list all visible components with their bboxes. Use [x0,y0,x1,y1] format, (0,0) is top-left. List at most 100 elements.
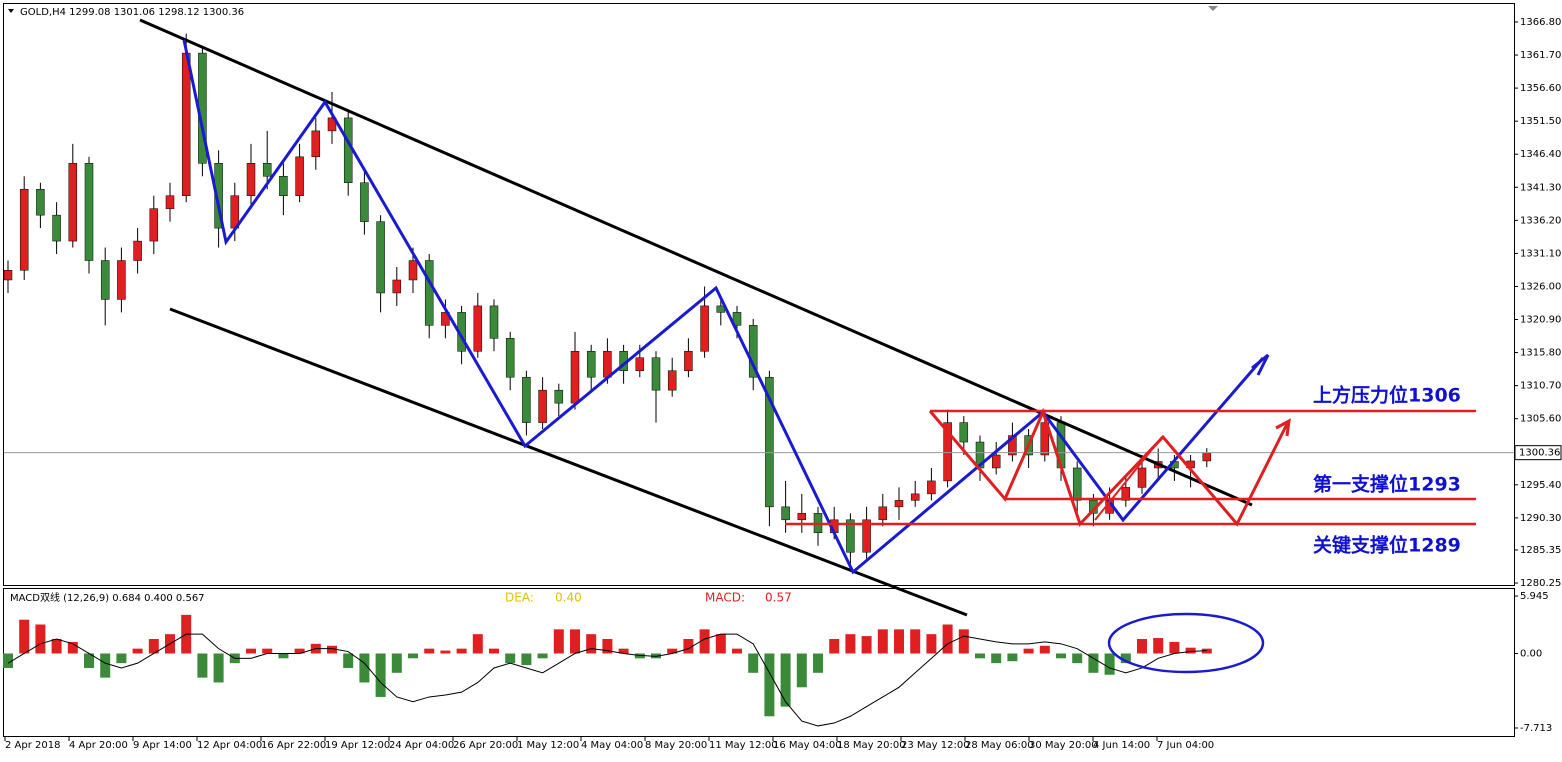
macd-bar [35,624,46,654]
symbol: GOLD,H4 [20,7,66,18]
macd-bar [570,629,580,654]
candle-body [52,214,61,242]
x-tick-label: 16 May 04:00 [773,740,842,751]
macd-bar [472,634,483,654]
candle-body [279,176,288,196]
candle-body [748,325,758,378]
x-tick-label: 11 May 12:00 [709,740,778,751]
macd-bar [537,653,548,659]
dea-label: DEA: [505,591,534,605]
macd-bar [796,653,807,688]
macd-bar [489,648,499,654]
shift-marker [1208,6,1218,11]
macd-bar [424,648,435,654]
candle-body [894,500,904,508]
y-tick-label: 0.00 [1520,648,1542,659]
y-tick-label: 1315.80 [1520,348,1561,359]
x-tick-label: 23 May 12:00 [901,740,970,751]
x-tick-label: 2 Apr 2018 [5,740,60,751]
macd-bar [926,634,937,654]
candle-body [214,163,223,229]
candle-body [100,260,110,300]
macd-bar [1137,638,1147,654]
menu-triangle[interactable] [8,9,14,13]
macd-bar [19,619,30,654]
candle-body [327,117,337,132]
candle-body [84,163,94,261]
y-tick-label: 1290.30 [1520,513,1561,524]
macd-bar [391,653,402,673]
macd-bar [829,638,840,654]
macd-bar [715,634,726,654]
macd-bar [3,653,13,668]
candle-body [376,221,385,294]
price-frame [3,3,1515,586]
candle-body [797,513,807,521]
signal-line [7,633,1207,727]
y-tick-label: 1295.40 [1520,480,1561,491]
trend-line [169,307,968,617]
macd-bar [764,653,775,717]
drawings [139,18,1476,674]
candle-body [927,480,936,495]
macd-bar [132,648,143,654]
open: 1299.08 [69,7,110,18]
x-tick-label: 18 May 20:00 [837,740,906,751]
candle-body [700,305,709,352]
support-label: 第一支撑位1293 [1313,473,1461,496]
candle-body [991,454,1001,469]
macd-bar [748,653,759,673]
macd-bar [67,641,78,654]
macd-bar [699,629,710,654]
macd-bar [440,650,451,654]
y-tick-label: 1336.20 [1520,215,1561,226]
candle-body [360,182,369,222]
y-tick-label: 1285.35 [1520,545,1561,556]
x-tick-label: 1 May 12:00 [517,740,579,751]
candle-body [1072,467,1082,501]
candle-body [603,351,612,378]
macd-bar [1023,648,1034,654]
macd-bar [246,648,256,654]
x-tick-label: 19 Apr 12:00 [325,740,390,751]
candle-body [667,370,677,391]
candle-body [392,279,402,294]
macd-bar [877,629,888,654]
candle-body [311,130,321,158]
macd-bar [845,634,856,654]
macd-bar [683,638,694,654]
macd-bar [1104,653,1115,675]
macd-bar [667,648,678,654]
arrow-head [1251,353,1270,376]
candle-body [651,357,661,391]
candle-body [684,351,693,371]
candle-body [538,389,547,423]
macd-bar [1169,641,1180,654]
dea-value: 0.40 [555,591,582,605]
macd-bar [408,653,418,659]
candle-body [1121,487,1131,501]
candle-body [522,376,531,423]
candle-body [570,351,580,404]
macd-bar [1185,647,1196,654]
x-tick-label: 8 May 20:00 [645,740,707,751]
candle-body [554,389,564,404]
y-tick-label: 1320.90 [1520,315,1561,326]
candle-body [635,357,645,371]
candle-body [1008,435,1017,456]
candle-body [149,208,159,242]
projection-line [928,407,1289,527]
y-tick-label: 1280.25 [1520,578,1561,589]
candle-body [781,506,790,521]
candle-body [181,52,191,196]
macd-bar [586,634,597,654]
candle-body [408,260,418,281]
macd-bar [780,653,791,707]
y-tick-label: 1310.70 [1520,381,1561,392]
y-tick-label: 1356.60 [1520,83,1561,94]
resistance-label: 上方压力位1306 [1313,384,1461,407]
candle-body [505,338,515,378]
y-tick-label: 1331.10 [1520,248,1561,259]
